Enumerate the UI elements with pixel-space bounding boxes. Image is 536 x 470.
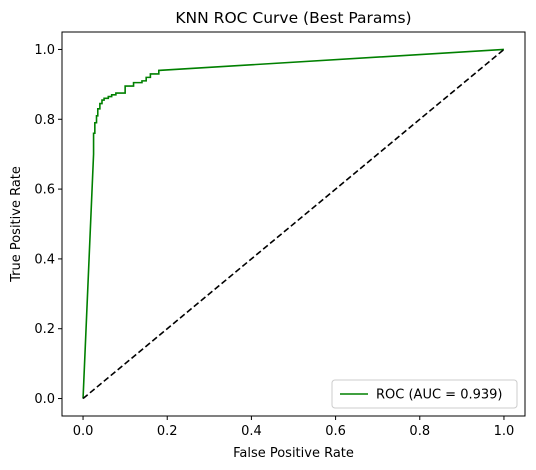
legend-entry-label: ROC (AUC = 0.939): [376, 388, 502, 403]
y-tick-label: 0.0: [34, 392, 55, 407]
tick-group: 0.0 0.2 0.4 0.6 0.8 1.0 0.0 0.2 0.4 0.6 0.8 1.0: [34, 43, 514, 439]
plot-area: [82, 48, 505, 400]
x-tick-label: 0.4: [241, 424, 262, 439]
y-tick-label: 0.2: [34, 322, 55, 337]
chart-title: KNN ROC Curve (Best Params): [175, 9, 411, 27]
y-tick-label: 0.6: [34, 183, 55, 198]
x-tick-label: 0.6: [325, 424, 346, 439]
x-tick-label: 0.8: [409, 424, 430, 439]
x-tick-label: 0.0: [73, 424, 94, 439]
y-tick-label: 1.0: [34, 43, 55, 58]
legend-box: [331, 379, 518, 409]
y-axis-label: True Positive Rate: [9, 166, 24, 283]
legend: ROC (AUC = 0.939): [331, 379, 518, 409]
x-axis-label: False Positive Rate: [233, 446, 354, 461]
roc-curve-line: [82, 48, 504, 399]
y-tick-label: 0.8: [34, 113, 55, 128]
x-tick-label: 0.2: [157, 424, 178, 439]
chance-diagonal-line: [82, 48, 505, 400]
axes-frame: [61, 31, 526, 417]
x-tick-label: 1.0: [494, 424, 515, 439]
y-tick-label: 0.4: [34, 252, 55, 267]
